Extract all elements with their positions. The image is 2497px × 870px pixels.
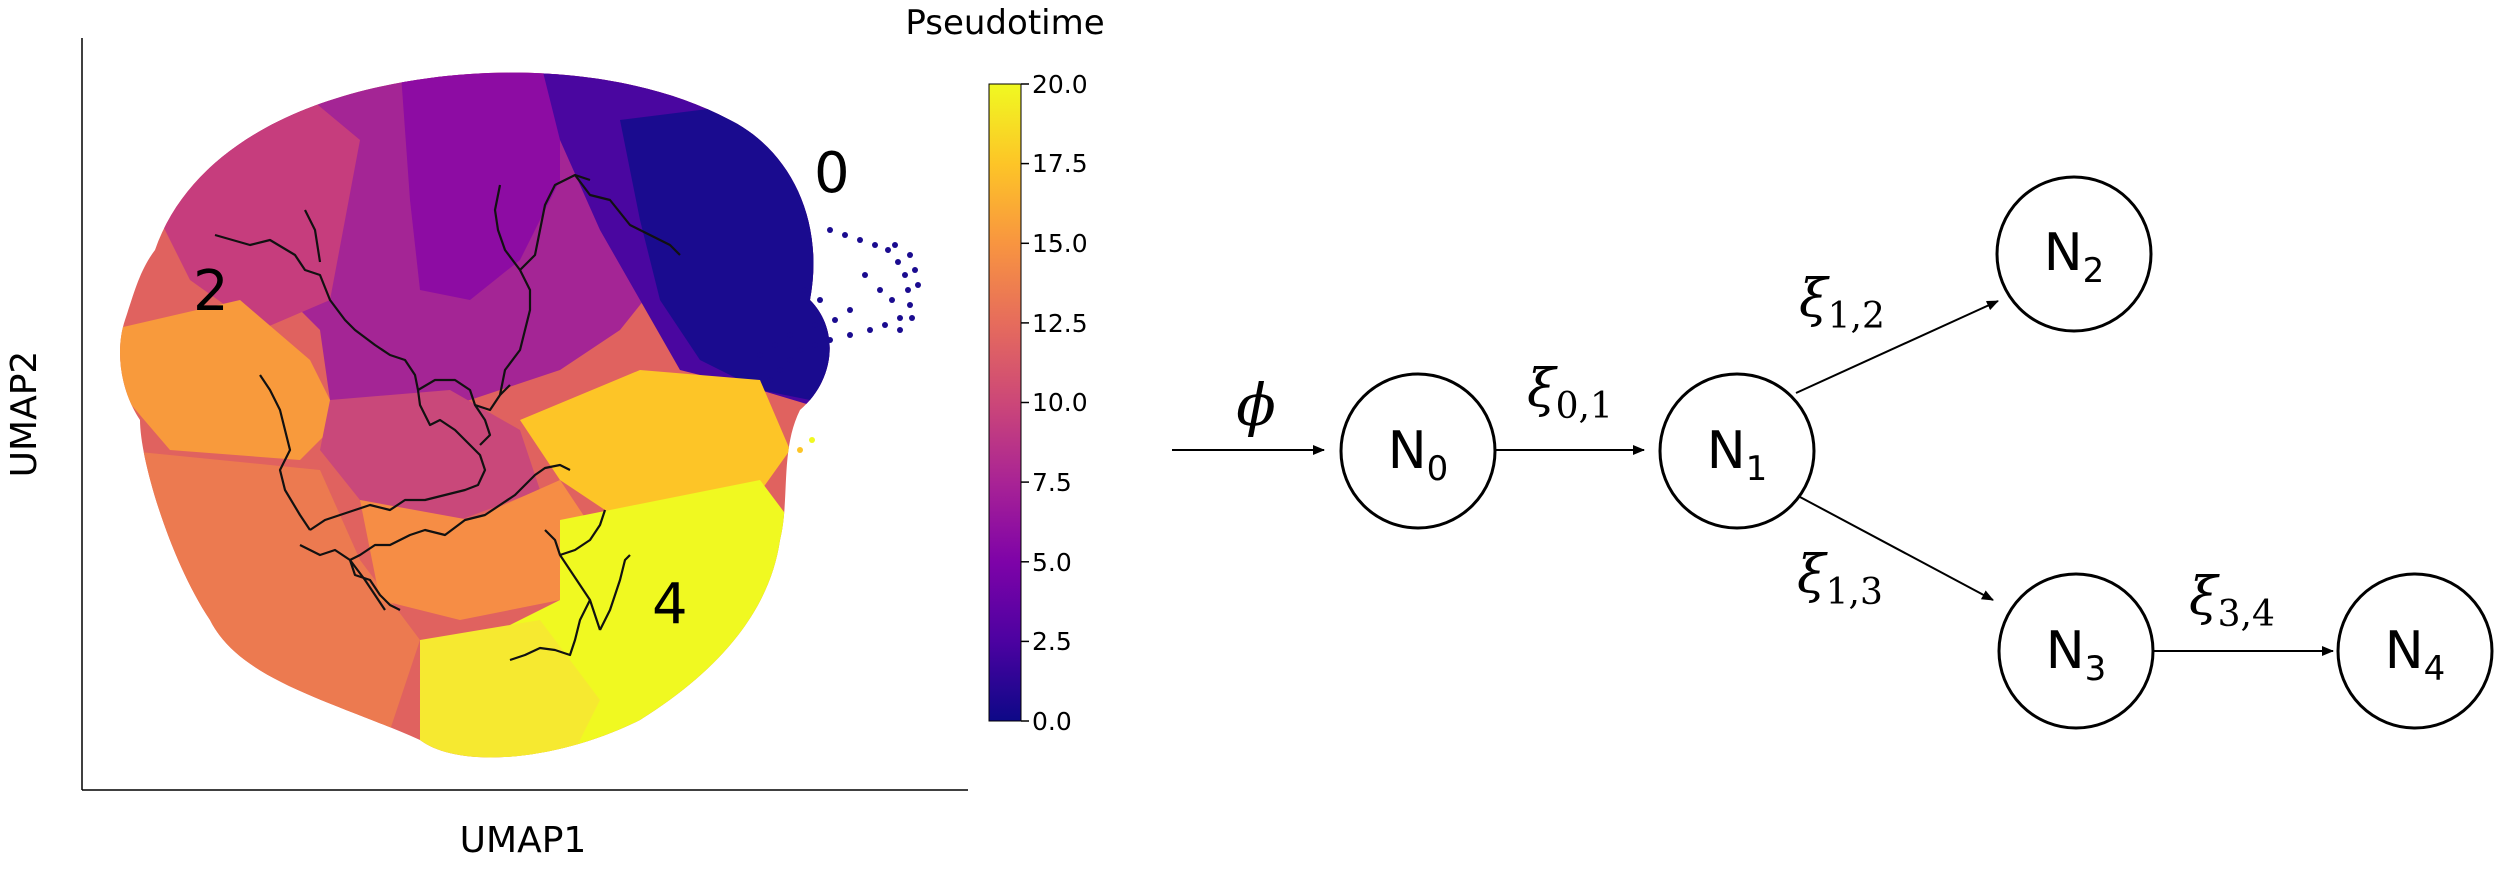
svg-text:N4: N4: [2385, 621, 2446, 689]
umap-panel: 0 2 4 UMAP1 UMAP2: [4, 38, 968, 861]
cluster-label-2: 2: [193, 259, 229, 324]
node-n4: N4: [2336, 572, 2494, 730]
node-n2: N2: [1995, 175, 2153, 333]
edge-label-3-4: ξ3,4: [2189, 567, 2275, 635]
x-axis-label: UMAP1: [460, 820, 587, 861]
tree-graph: ϕ ξ0,1 ξ1,2 ξ1,3 ξ3,4 N0 N1 N2 N3 N4: [1172, 175, 2494, 730]
svg-text:N0: N0: [1388, 421, 1449, 489]
colorbar-title: Pseudotime: [905, 3, 1104, 43]
colorbar-tick-label: 7.5: [1032, 468, 1072, 497]
region-lightyellow: [420, 620, 600, 758]
colorbar-tick-label: 5.0: [1032, 548, 1072, 577]
colorbar-tick-label: 0.0: [1032, 707, 1072, 736]
node-n1: N1: [1658, 372, 1816, 530]
region-deep-purple: [400, 72, 560, 300]
colorbar: Pseudotime 0.0 2.5 5.0 7.5 10.0 12.5 15.…: [905, 3, 1104, 736]
colorbar-tick-label: 2.5: [1032, 627, 1072, 656]
edge-label-0-1: ξ0,1: [1527, 359, 1613, 427]
region-amber: [520, 370, 790, 520]
colorbar-gradient: [988, 83, 1022, 722]
edge-n1-n3: [1799, 496, 1994, 601]
colorbar-tick-label: 12.5: [1032, 309, 1088, 338]
edge-label-1-3: ξ1,3: [1797, 545, 1883, 613]
input-phi-label: ϕ: [1236, 371, 1276, 439]
colorbar-tick-label: 10.0: [1032, 388, 1088, 417]
node-n3: N3: [1997, 572, 2155, 730]
svg-text:N3: N3: [2046, 621, 2107, 689]
umap-tail-points: [757, 227, 921, 383]
region-orange-mid: [360, 480, 600, 620]
umap-stray-point: [797, 447, 803, 453]
y-axis-label: UMAP2: [4, 351, 45, 478]
trajectory-tree: [214, 173, 681, 662]
node-n0: N0: [1339, 372, 1497, 530]
svg-text:N1: N1: [1707, 421, 1768, 489]
colorbar-ticks: [1021, 83, 1029, 722]
colorbar-tick-label: 17.5: [1032, 149, 1088, 178]
umap-point-cloud: [120, 72, 830, 758]
colorbar-tick-label: 15.0: [1032, 229, 1088, 258]
umap-stray-point: [809, 437, 815, 443]
edge-n1-n2: [1795, 300, 1999, 394]
cluster-label-4: 4: [652, 572, 688, 637]
edge-label-1-2: ξ1,2: [1799, 269, 1885, 337]
colorbar-tick-label: 20.0: [1032, 70, 1088, 99]
svg-text:N2: N2: [2044, 223, 2105, 291]
cluster-label-0: 0: [814, 141, 850, 206]
